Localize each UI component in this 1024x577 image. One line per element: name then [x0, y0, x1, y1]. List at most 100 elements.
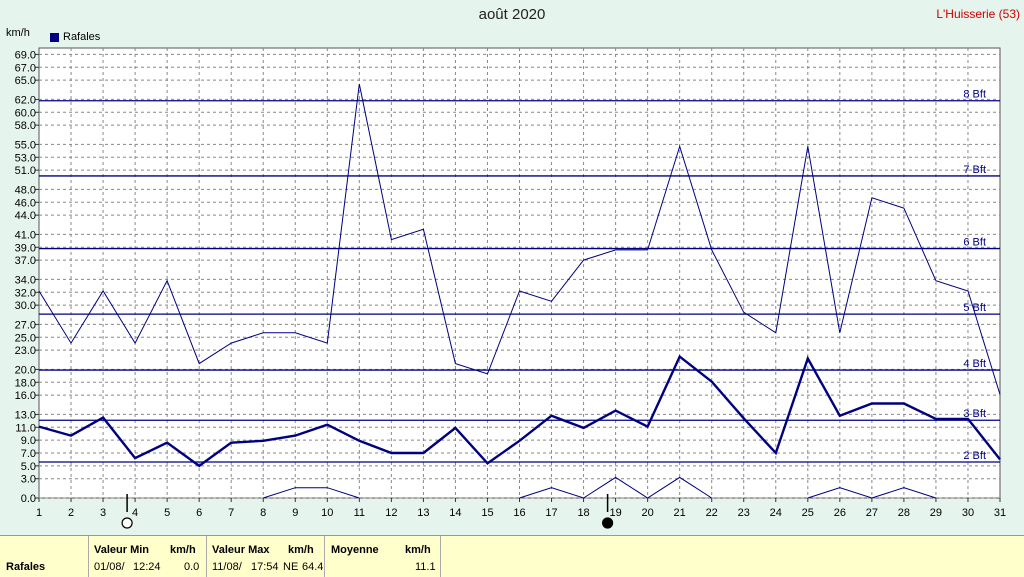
y-tick-label: 25.0	[15, 332, 36, 344]
max-time: 17:54	[251, 561, 279, 573]
x-tick-label: 10	[321, 507, 333, 519]
min-value: 0.0	[184, 561, 200, 573]
x-tick-label: 18	[577, 507, 589, 519]
y-tick-label: 30.0	[15, 300, 36, 312]
x-tick-label: 12	[385, 507, 397, 519]
y-tick-label: 67.0	[15, 62, 36, 74]
x-tick-label: 28	[898, 507, 910, 519]
y-tick-label: 55.0	[15, 139, 36, 151]
x-tick-label: 1	[36, 507, 42, 519]
y-tick-label: 13.0	[15, 409, 36, 421]
y-tick-label: 46.0	[15, 197, 36, 209]
x-tick-label: 24	[770, 507, 782, 519]
legend-label: Rafales	[63, 31, 101, 43]
series-line-mean	[38, 354, 1001, 468]
beaufort-label: 2 Bft	[963, 450, 986, 462]
y-tick-label: 23.0	[15, 345, 36, 357]
mean-unit: km/h	[405, 544, 431, 556]
x-tick-label: 30	[962, 507, 974, 519]
y-tick-label: 51.0	[15, 165, 36, 177]
x-tick-label: 9	[292, 507, 298, 519]
x-tick-label: 8	[260, 507, 266, 519]
max-cell: Valeur Max km/h 11/08/ 17:54 NE 64.4	[206, 536, 325, 577]
max-unit: km/h	[288, 544, 314, 556]
min-date: 01/08/	[94, 561, 125, 573]
new-moon-icon	[601, 517, 614, 529]
y-tick-label: 48.0	[15, 184, 36, 196]
footer-divider	[440, 536, 441, 577]
y-tick-label: 58.0	[15, 120, 36, 132]
legend: Rafales	[50, 31, 100, 43]
x-tick-label: 3	[100, 507, 106, 519]
max-date: 11/08/	[212, 561, 242, 573]
x-tick-label: 20	[642, 507, 654, 519]
y-tick-label: 69.0	[15, 49, 36, 61]
legend-swatch	[50, 32, 59, 42]
x-tick-label: 23	[738, 507, 750, 519]
x-tick-label: 11	[354, 507, 365, 519]
beaufort-label: 8 Bft	[963, 89, 986, 101]
full-moon-icon	[121, 517, 133, 529]
series-line-min	[807, 487, 937, 499]
min-unit: km/h	[170, 544, 196, 556]
x-tick-label: 19	[609, 507, 621, 519]
x-tick-label: 25	[802, 507, 814, 519]
y-tick-label: 20.0	[15, 364, 36, 376]
footer-row-label: Rafales	[6, 561, 46, 573]
beaufort-label: 7 Bft	[963, 164, 986, 176]
x-tick-label: 2	[68, 507, 74, 519]
series-line-max	[38, 83, 1001, 395]
chart-title: août 2020	[478, 6, 546, 23]
y-tick-label: 44.0	[15, 210, 36, 222]
x-tick-label: 7	[228, 507, 234, 519]
station-name: L'Huisserie (53)	[936, 7, 1020, 21]
y-tick-label: 32.0	[15, 287, 36, 299]
x-tick-label: 21	[674, 507, 686, 519]
y-tick-label: 18.0	[15, 377, 36, 389]
mean-cell: Moyenne km/h 11.1	[324, 536, 441, 577]
y-tick-label: 60.0	[15, 107, 36, 119]
x-tick-label: 5	[164, 507, 170, 519]
beaufort-label: 6 Bft	[963, 237, 986, 249]
x-tick-label: 17	[545, 507, 557, 519]
y-tick-label: 39.0	[15, 242, 36, 254]
summary-footer: Rafales Valeur Min km/h 01/08/ 12:24 0.0…	[0, 535, 1024, 577]
y-tick-label: 16.0	[15, 390, 36, 402]
x-tick-label: 29	[930, 507, 942, 519]
min-cell: Valeur Min km/h 01/08/ 12:24 0.0	[88, 536, 207, 577]
x-tick-label: 4	[132, 507, 138, 519]
beaufort-label: 5 Bft	[963, 302, 986, 314]
min-time: 12:24	[133, 561, 161, 573]
y-tick-label: 53.0	[15, 152, 36, 164]
beaufort-label: 3 Bft	[963, 408, 986, 420]
y-tick-label: 7.0	[21, 448, 36, 460]
y-tick-label: 9.0	[21, 435, 36, 447]
y-unit-label: km/h	[6, 27, 30, 39]
y-tick-label: 41.0	[15, 229, 36, 241]
mean-value: 11.1	[415, 561, 436, 573]
x-tick-label: 16	[513, 507, 525, 519]
x-tick-label: 6	[196, 507, 202, 519]
y-tick-label: 5.0	[21, 461, 36, 473]
x-tick-label: 26	[834, 507, 846, 519]
y-tick-label: 3.0	[21, 474, 36, 486]
x-tick-label: 27	[866, 507, 878, 519]
mean-header: Moyenne	[331, 544, 379, 556]
x-tick-label: 13	[417, 507, 429, 519]
y-tick-label: 11.0	[15, 422, 36, 434]
series-line-min	[519, 476, 712, 499]
wind-gust-chart: 0.03.05.07.09.011.013.016.018.020.023.02…	[15, 47, 1006, 529]
x-tick-label: 15	[481, 507, 493, 519]
y-tick-label: 27.0	[15, 319, 36, 331]
max-header: Valeur Max	[212, 544, 270, 556]
x-tick-label: 14	[449, 507, 461, 519]
max-value: 64.4	[302, 561, 324, 573]
y-tick-label: 65.0	[15, 75, 36, 87]
y-tick-label: 62.0	[15, 94, 36, 106]
max-direction: NE	[283, 561, 299, 573]
x-tick-label: 22	[706, 507, 718, 519]
beaufort-label: 4 Bft	[963, 358, 986, 370]
min-header: Valeur Min	[94, 544, 150, 556]
series-line-min	[263, 487, 360, 499]
x-tick-label: 31	[994, 507, 1006, 519]
